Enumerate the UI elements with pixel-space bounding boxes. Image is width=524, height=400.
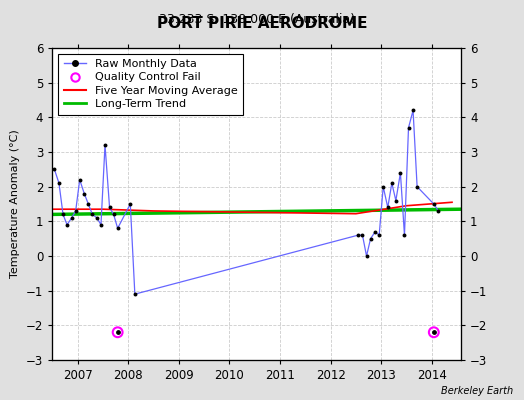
Point: [405, 124, 413, 131]
Point: [88, 211, 96, 218]
Point: [68, 215, 76, 221]
Text: PORT PIRIE AERODROME: PORT PIRIE AERODROME: [157, 16, 367, 31]
Point: [93, 215, 101, 221]
Point: [434, 208, 443, 214]
Y-axis label: Temperature Anomaly (°C): Temperature Anomaly (°C): [10, 130, 20, 278]
Point: [379, 184, 387, 190]
Point: [391, 197, 400, 204]
Point: [71, 208, 80, 214]
Point: [55, 180, 63, 186]
Point: [114, 329, 122, 336]
Point: [130, 291, 139, 297]
Point: [430, 329, 438, 336]
Text: Berkeley Earth: Berkeley Earth: [441, 386, 514, 396]
Point: [84, 201, 93, 207]
Point: [362, 253, 370, 259]
Point: [354, 232, 362, 238]
Point: [80, 190, 89, 197]
Point: [75, 176, 84, 183]
Point: [105, 204, 114, 211]
Point: [396, 170, 405, 176]
Point: [413, 184, 421, 190]
Point: [110, 211, 118, 218]
Point: [50, 166, 59, 172]
Legend: Raw Monthly Data, Quality Control Fail, Five Year Moving Average, Long-Term Tren: Raw Monthly Data, Quality Control Fail, …: [58, 54, 243, 115]
Point: [97, 222, 105, 228]
Point: [114, 225, 122, 232]
Point: [101, 142, 109, 148]
Point: [375, 232, 384, 238]
Point: [409, 107, 417, 114]
Point: [114, 329, 122, 336]
Point: [400, 232, 409, 238]
Point: [358, 232, 367, 238]
Point: [63, 222, 71, 228]
Point: [59, 211, 67, 218]
Point: [388, 180, 396, 186]
Point: [384, 204, 392, 211]
Point: [371, 228, 379, 235]
Point: [430, 329, 438, 336]
Point: [126, 201, 135, 207]
Point: [430, 201, 438, 207]
Title: 33.233 S, 138.000 E (Australia): 33.233 S, 138.000 E (Australia): [159, 13, 355, 26]
Point: [366, 236, 375, 242]
